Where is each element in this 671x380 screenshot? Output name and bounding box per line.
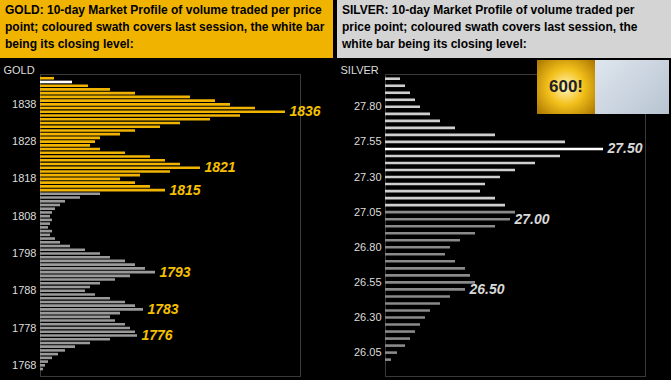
svg-text:1818: 1818 xyxy=(12,172,36,184)
svg-text:1793: 1793 xyxy=(160,264,191,280)
svg-text:1798: 1798 xyxy=(12,247,36,259)
svg-text:1838: 1838 xyxy=(12,98,36,110)
svg-text:1778: 1778 xyxy=(12,322,36,334)
html-text:SILVER: 10-day Market Profile: SILVER: 10-day Market Profile of volume … xyxy=(342,3,638,51)
svg-text:27.80: 27.80 xyxy=(354,100,382,112)
svg-text:1821: 1821 xyxy=(205,159,236,175)
svg-text:1808: 1808 xyxy=(12,210,36,222)
svg-text:SILVER: SILVER xyxy=(341,64,379,76)
svg-text:27.50: 27.50 xyxy=(607,140,643,156)
svg-text:1836: 1836 xyxy=(290,103,321,119)
html-text:600!: 600! xyxy=(549,77,583,96)
svg-text:27.55: 27.55 xyxy=(354,135,382,147)
svg-text:1776: 1776 xyxy=(142,327,173,343)
svg-text:26.30: 26.30 xyxy=(354,311,382,323)
svg-text:26.80: 26.80 xyxy=(354,241,382,253)
svg-text:1828: 1828 xyxy=(12,135,36,147)
svg-text:1783: 1783 xyxy=(148,301,179,317)
svg-text:27.30: 27.30 xyxy=(354,171,382,183)
svg-text:1768: 1768 xyxy=(12,359,36,371)
svg-text:26.05: 26.05 xyxy=(354,346,382,358)
svg-text:GOLD: GOLD xyxy=(4,64,35,76)
svg-text:27.05: 27.05 xyxy=(354,206,382,218)
svg-text:26.55: 26.55 xyxy=(354,276,382,288)
svg-text:1815: 1815 xyxy=(170,182,201,198)
svg-text:26.50: 26.50 xyxy=(469,281,505,297)
svg-text:1788: 1788 xyxy=(12,284,36,296)
svg-text:27.00: 27.00 xyxy=(514,211,550,227)
html-text:GOLD: 10-day Market Profile of: GOLD: 10-day Market Profile of volume tr… xyxy=(5,3,325,51)
